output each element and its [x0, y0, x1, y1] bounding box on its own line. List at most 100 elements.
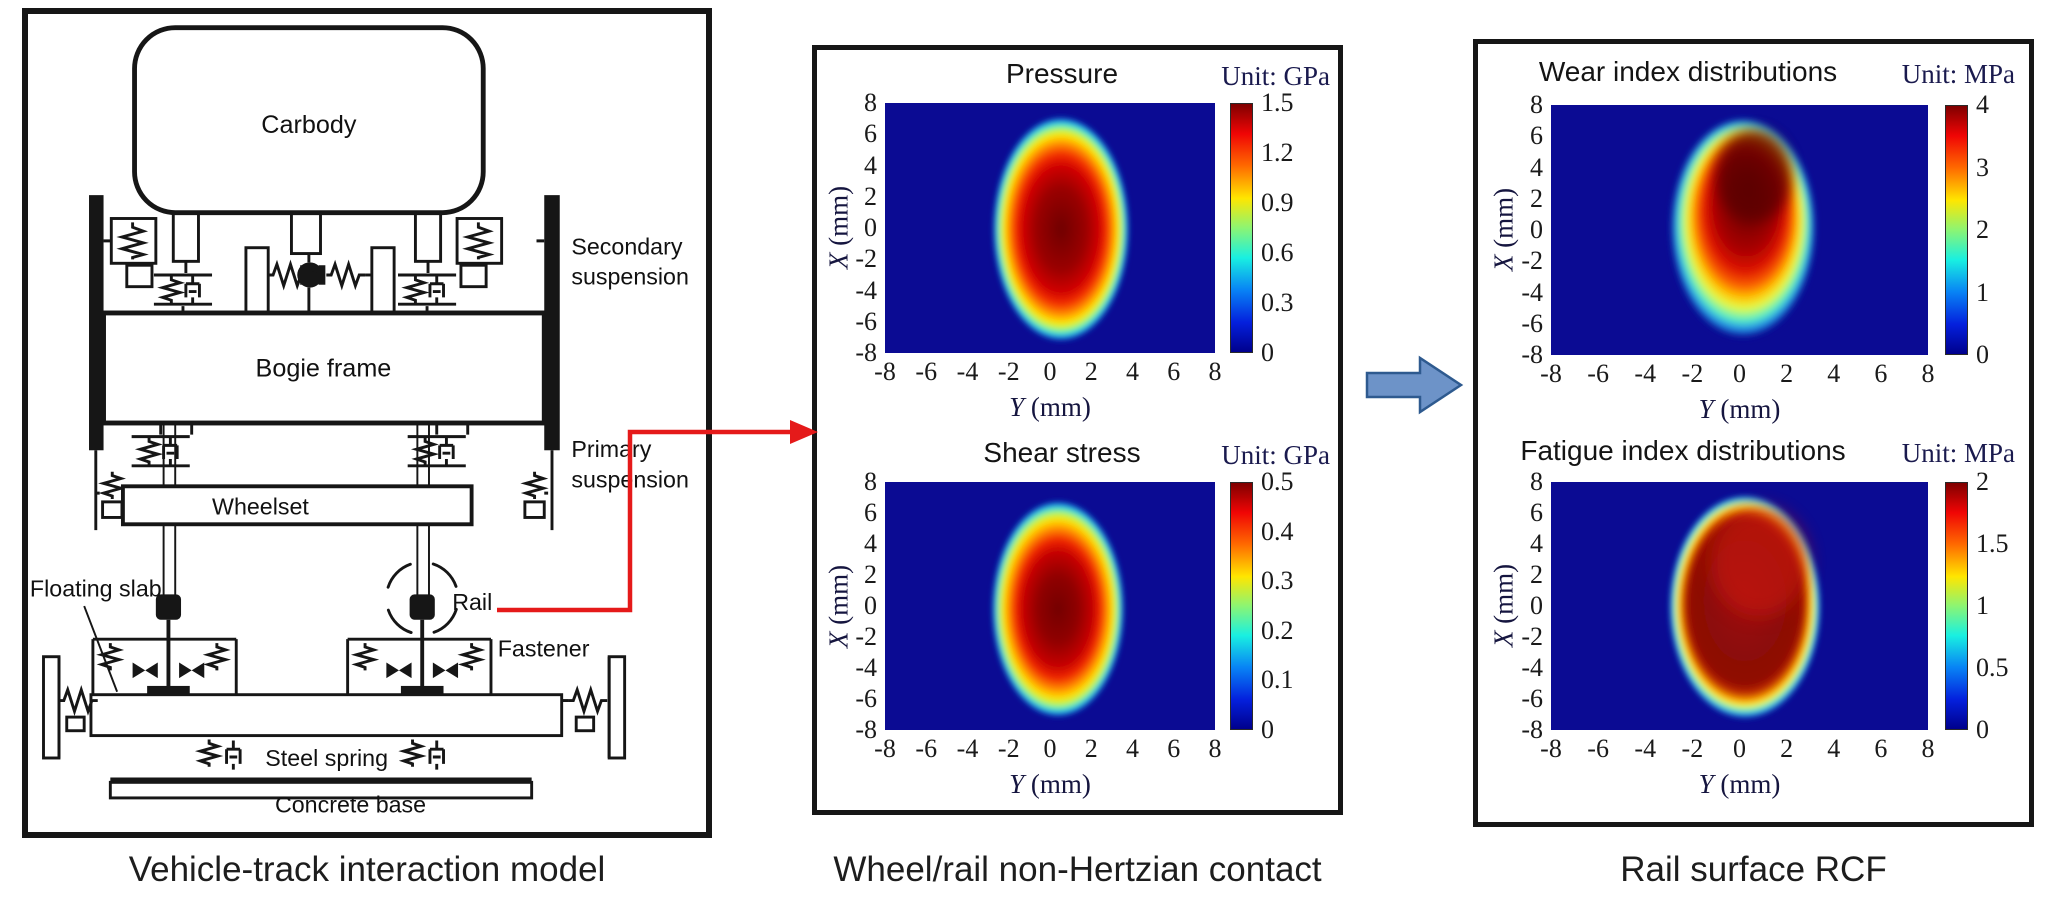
- primary-suspension-label-1: Primary: [571, 436, 651, 462]
- tick-label: 2: [864, 181, 877, 211]
- tick-label: 0: [1043, 734, 1057, 763]
- tick-label: 1.5: [1261, 88, 1294, 117]
- left-wall-bar: [89, 195, 104, 451]
- blue-arrow: [1365, 355, 1464, 415]
- pressure-unit-label: Unit: GPa: [1221, 61, 1330, 91]
- wheelset-label: Wheelset: [212, 493, 309, 519]
- tick-label: 1: [1976, 277, 1989, 307]
- wear-unit-label: Unit: MPa: [1901, 59, 2015, 89]
- tick-label: -8: [1521, 715, 1543, 744]
- tick-label: -8: [1521, 340, 1543, 369]
- panel-rcf: Wear index distributions Unit: MPa X (mm…: [1473, 39, 2034, 827]
- tick-label: 8: [864, 88, 877, 117]
- shear-y-ticks: 8 6 4 2 0 -2 -4 -6 -8: [833, 469, 877, 743]
- tick-label: 6: [864, 119, 877, 149]
- panel-vehicle-track-model: Carbody: [22, 8, 712, 838]
- tick-label: 0: [864, 213, 877, 242]
- tick-label: -4: [956, 734, 979, 763]
- caption-contact: Wheel/rail non-Hertzian contact: [833, 850, 1322, 889]
- tick-label: -6: [1521, 684, 1543, 713]
- tick-label: 6: [864, 498, 877, 527]
- tick-label: 4: [1126, 734, 1139, 763]
- fatigue-colorbar: [1945, 482, 1968, 730]
- pressure-x-ticks: -8 -6 -4 -2 0 2 4 6 8: [874, 357, 1221, 387]
- tick-label: -2: [1521, 246, 1543, 276]
- wear-colorbar: [1945, 105, 1968, 355]
- tick-label: 0: [1530, 591, 1543, 620]
- tick-label: 0: [1043, 357, 1057, 386]
- shear-unit-label: Unit: GPa: [1221, 440, 1330, 470]
- rail-group: [147, 619, 444, 695]
- fatigue-x-ticks: -8 -6 -4 -2 0 2 4 6 8: [1540, 734, 1934, 764]
- shear-xlabel: Y (mm): [1009, 769, 1091, 799]
- secondary-suspension-label-1: Secondary: [571, 233, 682, 259]
- tick-label: -4: [1521, 277, 1543, 307]
- tick-label: -2: [1681, 734, 1704, 763]
- shear-x-ticks: -8 -6 -4 -2 0 2 4 6 8: [874, 734, 1221, 764]
- tick-label: 0: [1976, 340, 1989, 369]
- tick-label: 0.5: [1261, 467, 1294, 496]
- pressure-colorbar-ticks: 1.5 1.2 0.9 0.6 0.3 0: [1261, 90, 1331, 366]
- tick-label: 3: [1976, 152, 1989, 182]
- tick-label: -6: [1587, 734, 1609, 763]
- tick-label: 6: [1530, 121, 1543, 151]
- tick-label: -4: [855, 653, 877, 682]
- tick-label: 8: [1208, 734, 1222, 763]
- wear-title: Wear index distributions: [1538, 56, 1838, 87]
- tick-label: -6: [1521, 308, 1543, 338]
- tick-label: 0: [864, 591, 877, 620]
- wear-index-chart: Wear index distributions Unit: MPa X (mm…: [1478, 44, 2029, 822]
- tick-label: 2: [1780, 359, 1794, 388]
- pressure-colorbar: [1230, 103, 1253, 353]
- tick-label: -4: [1634, 734, 1657, 763]
- panel-contact: Pressure Unit: GPa X (mm) 8 6 4 2 0 -2 -4 -6 -8: [812, 45, 1343, 815]
- tick-label: -8: [874, 357, 896, 386]
- tick-label: 4: [864, 150, 877, 180]
- pressure-title: Pressure: [1005, 58, 1119, 89]
- tick-label: 2: [1976, 467, 1989, 496]
- tick-label: 8: [1921, 359, 1935, 388]
- tick-label: 1.5: [1976, 529, 2009, 558]
- tick-label: 0: [1976, 715, 1989, 744]
- carbody-label: Carbody: [261, 111, 357, 139]
- tick-label: 0.9: [1261, 188, 1294, 217]
- tick-label: 2: [1780, 734, 1794, 763]
- tick-label: -8: [855, 715, 877, 744]
- rail-label: Rail: [452, 589, 492, 615]
- tick-label: 8: [1921, 734, 1935, 763]
- tick-label: 2: [1976, 215, 1989, 244]
- tick-label: 2: [1530, 560, 1543, 589]
- tick-label: -8: [874, 734, 896, 763]
- tick-label: 6: [1530, 498, 1543, 527]
- tick-label: -2: [855, 622, 877, 651]
- tick-label: 4: [864, 529, 877, 558]
- bogie-frame-shape: Bogie frame: [101, 310, 547, 426]
- fatigue-index-chart: Fatigue index distributions Unit: MPa X …: [1478, 44, 2029, 822]
- shear-colorbar: [1230, 482, 1253, 730]
- vehicle-track-diagram: Carbody: [30, 25, 689, 818]
- fatigue-unit-label: Unit: MPa: [1901, 438, 2015, 468]
- tick-label: 0.3: [1261, 566, 1294, 596]
- concrete-base-group: [108, 777, 534, 800]
- tick-label: 0.1: [1261, 665, 1294, 695]
- bogie-frame-label: Bogie frame: [256, 354, 392, 382]
- tick-label: -8: [1540, 359, 1562, 388]
- caption-rcf: Rail surface RCF: [1620, 850, 1887, 889]
- floating-slab-shape: [89, 693, 564, 738]
- tick-label: -8: [1540, 734, 1562, 763]
- tick-label: 0.3: [1261, 288, 1294, 317]
- contact-highlight-circle: [384, 560, 460, 636]
- tick-label: -2: [1681, 359, 1704, 388]
- fatigue-xlabel: Y (mm): [1698, 769, 1781, 799]
- shear-colorbar-ticks: 0.5 0.4 0.3 0.2 0.1 0: [1261, 469, 1331, 743]
- tick-label: -4: [1634, 359, 1657, 388]
- tick-label: -2: [997, 734, 1020, 763]
- tick-label: 4: [1530, 529, 1543, 558]
- wear-x-ticks: -8 -6 -4 -2 0 2 4 6 8: [1540, 359, 1934, 389]
- abutment-group: [42, 655, 627, 760]
- tick-label: 0: [1733, 734, 1746, 763]
- tick-label: 6: [1874, 734, 1888, 763]
- fatigue-title: Fatigue index distributions: [1520, 435, 1846, 466]
- concrete-base-label: Concrete base: [275, 791, 426, 817]
